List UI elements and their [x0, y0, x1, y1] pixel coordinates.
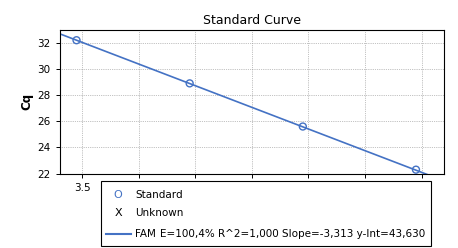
Title: Standard Curve: Standard Curve [203, 14, 301, 27]
Text: Unknown: Unknown [135, 208, 184, 218]
Point [412, 168, 420, 172]
Text: Standard: Standard [135, 190, 183, 200]
Text: X: X [114, 208, 122, 218]
X-axis label: Log Starting Quantity: Log Starting Quantity [180, 197, 324, 210]
Text: O: O [114, 190, 123, 200]
Text: FAM: FAM [135, 229, 156, 239]
Point [73, 38, 80, 42]
Point [299, 124, 306, 128]
Point [186, 81, 193, 85]
Y-axis label: Cq: Cq [20, 93, 33, 110]
Text: E=100,4% R^2=1,000 Slope=-3,313 y-Int=43,630: E=100,4% R^2=1,000 Slope=-3,313 y-Int=43… [160, 229, 425, 239]
